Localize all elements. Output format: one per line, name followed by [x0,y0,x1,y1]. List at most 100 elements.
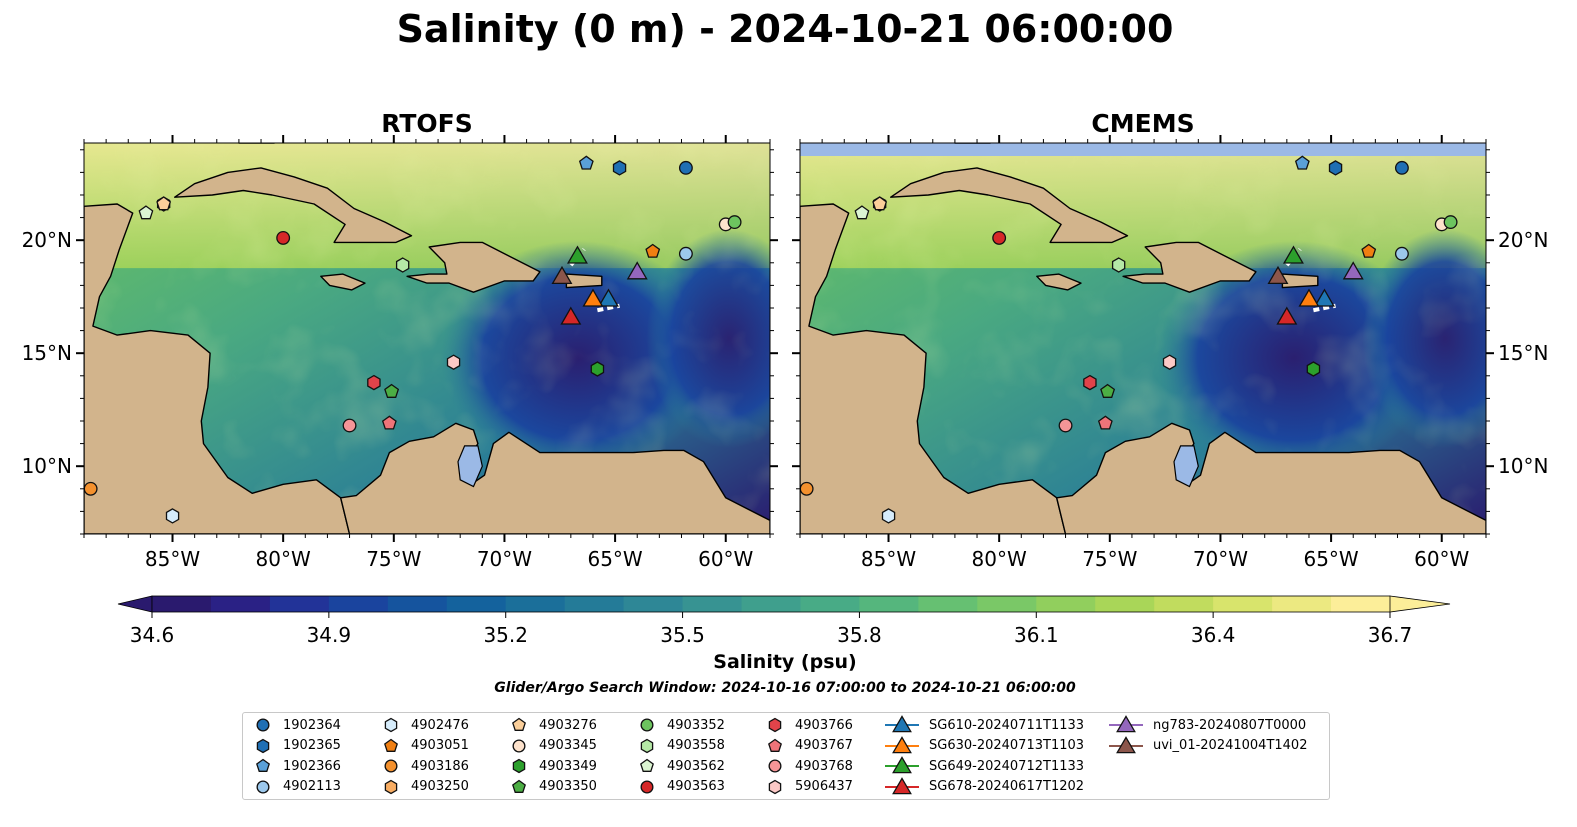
legend-label: 1902364 [283,717,341,733]
lat-tick-label: 10°N [1498,454,1548,478]
circle-icon [256,718,270,732]
lat-tick-label: 15°N [1498,341,1548,365]
colorbar-segment [977,596,1037,612]
argo-float-marker [156,196,172,211]
legend-item: 4902476 [381,715,469,735]
legend-item: 4903352 [637,715,725,735]
colorbar-segment [328,596,389,612]
legend-label: 4902476 [411,717,469,733]
lon-tick-label: 75°W [366,547,421,571]
triangle-icon [892,735,912,753]
colorbar-segment [387,596,448,612]
legend-item: 1902366 [253,756,341,776]
map-panel-cmems: CMEMS 85°W 80°W 75°W 70°W 65°W 60°W 20°N 15°N 10°… [792,109,1548,571]
land-mass [174,167,413,244]
map-frame [799,142,1487,535]
colorbar-extend-low [117,595,153,613]
land-mass [1056,422,1486,534]
legend-label: 4903250 [411,779,469,794]
legend-label: 4903051 [411,738,469,753]
lon-tick-label: 75°W [1082,547,1137,571]
legend-label: 4903767 [795,738,853,753]
glider-marker [1276,306,1298,325]
hexagon-icon [384,779,398,794]
land-mass [320,273,366,291]
colorbar-tick-label: 36.4 [1191,623,1236,647]
argo-float-marker [1111,257,1126,273]
pentagon-icon [512,717,526,731]
colorbar-segment [1036,596,1096,612]
triangle-icon [892,756,912,774]
panel-title: CMEMS [1091,109,1194,138]
lon-tick-label: 60°W [698,547,753,571]
argo-float-marker [678,160,693,175]
colorbar-segment [741,596,801,612]
glider-marker [566,245,588,264]
legend-item: 4903350 [509,777,597,797]
lat-tick-label: 15°N [22,341,72,365]
colorbar-tick-label: 36.1 [1014,623,1059,647]
legend-item: 1902364 [253,715,341,735]
legend-item: 4903767 [765,736,853,756]
legend-item: 4903349 [509,756,597,776]
legend-label: 1902366 [283,758,341,774]
glider-marker [551,265,573,285]
legend-item: 4903345 [509,736,597,756]
lake-maracaibo [457,445,483,488]
colorbar-segment [859,596,919,612]
argo-float-marker [1294,155,1310,170]
argo-float-marker [446,354,461,370]
argo-float-marker [881,508,896,524]
legend-label: 1902365 [283,738,341,753]
argo-float-marker [1083,374,1097,391]
land-mass [565,273,603,289]
legend-item: 4903276 [509,715,597,735]
lake-maracaibo [1173,445,1199,488]
argo-float-marker [1443,215,1458,230]
land-mass [890,167,1129,244]
legend-label: SG630-20240713T1103 [929,738,1085,753]
circle-icon [256,780,270,793]
colorbar-segment [918,596,978,612]
triangle-icon [892,715,912,733]
circle-icon [384,759,398,773]
legend-item: SG630-20240713T1103 [885,735,1085,756]
argo-float-marker [138,205,154,220]
argo-float-marker [165,508,180,524]
triangle-icon [1116,715,1136,733]
argo-float-marker [800,481,814,496]
colorbar-segment [1331,596,1391,612]
legend-label: ng783-20240807T0000 [1153,717,1307,733]
argo-float-marker [1361,243,1377,258]
no-data-band [800,143,1486,156]
legend-item: 4903563 [637,777,725,797]
argo-float-marker [342,418,357,433]
colorbar-segment [564,596,625,612]
legend-label: SG610-20240711T1133 [929,717,1085,733]
land-mass [238,143,275,144]
colorbar-label: Salinity (psu) [713,651,856,673]
colorbar-tick-label: 34.6 [130,623,175,647]
circle-icon [640,718,654,732]
glider-marker [582,288,604,307]
colorbar-segment [682,596,743,612]
legend-item: 1902365 [253,736,341,756]
colorbar-segment [210,596,271,612]
lat-tick-label: 10°N [22,454,72,478]
land-mass [1281,273,1319,289]
legend-item: 4903051 [381,736,469,756]
colorbar-segment [152,596,212,612]
argo-float-marker [276,230,291,245]
hexagon-icon [384,717,398,733]
legend-label: 4903766 [795,717,853,733]
legend-item: 4902113 [253,777,341,797]
lon-tick-label: 85°W [145,547,200,571]
glider-marker [597,288,619,307]
argo-float-marker [645,243,661,258]
colorbar-segment [1272,596,1332,612]
legend-item: ng783-20240807T0000 [1109,715,1306,735]
land-mass [340,422,770,534]
glider-marker [1267,265,1289,285]
colorbar-segment [1213,596,1273,612]
